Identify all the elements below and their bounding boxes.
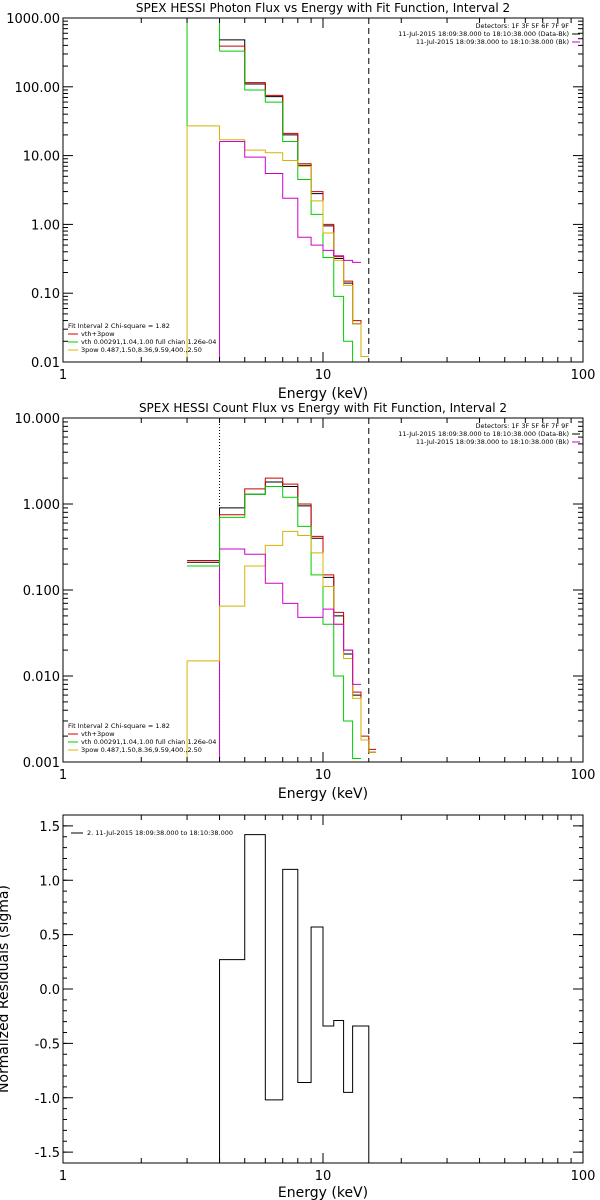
series-bk-line [219,548,361,685]
series-vth-line [219,50,354,362]
y-tick-label: -1.0 [35,1092,60,1107]
series-residual-line [219,834,370,1163]
legend-fit-header: Fit Interval 2 Chi-square = 1.82 [68,322,170,330]
legend-top-entry: 11-Jul-2015 18:09:38.000 to 18:10:38.000… [416,438,569,446]
y-tick-label: 10.00 [23,150,60,165]
chart-title: SPEX HESSI Photon Flux vs Energy with Fi… [136,1,510,15]
series-3pow-line [187,125,369,358]
legend-top-entry: 11-Jul-2015 18:09:38.000 to 18:10:38.000… [416,38,569,46]
y-tick-label: 0.0 [39,983,60,998]
y-tick-label: 0.100 [23,584,60,599]
x-tick-label: 100 [571,1169,596,1184]
legend-residual-entry: 2. 11-Jul-2015 18:09:38.000 to 18:10:38.… [87,829,233,837]
x-tick-label: 1 [59,1169,67,1184]
x-tick-label: 10 [315,768,332,783]
series-vth-3pow-line [187,477,377,750]
legend-fit-header: Fit Interval 2 Chi-square = 1.82 [68,722,170,730]
legend-fit-entry: vth 0.00291,1.04,1.00 full chian 1.26e-0… [81,338,216,346]
legend-fit-entry: vth+3pow [81,330,115,338]
x-tick-label: 100 [571,768,596,783]
x-axis-label: Energy (keV) [278,786,368,802]
plot-area [186,418,377,762]
series-vth-3pow-line [219,45,369,358]
x-tick-label: 10 [315,368,332,383]
chart-title: SPEX HESSI Count Flux vs Energy with Fit… [139,401,507,415]
legend-fit-entry: 3pow 0.487,1.50,8.36,9.59,400.,2.50 [81,346,202,354]
y-tick-label: 1.5 [39,820,60,835]
series-vth-line [187,485,361,759]
y-tick-label: -0.5 [35,1037,60,1052]
y-tick-label: 1.00 [31,218,60,233]
plot-area [186,18,370,362]
y-tick-label: 0.01 [31,356,60,371]
legend-top-entry: 11-Jul-2015 18:09:38.000 to 18:10:38.000… [398,430,569,438]
y-tick-label: 0.001 [23,756,60,771]
y-tick-label: 10.000 [15,412,61,427]
series-data-bk-line [219,39,361,325]
chart-panel-3: 1 10 100 -1.5 -1.0 -0.5 0.0 0.5 1.0 1.5 Energy (ke… [0,814,596,1200]
x-axis-label: Energy (keV) [278,1185,368,1200]
chart-panel-1: SPEX HESSI Photon Flux vs Energy with Fi… [6,1,595,402]
y-tick-label: 0.10 [31,287,60,302]
legend-fit-entry: vth+3pow [81,730,115,738]
x-axis-label: Energy (keV) [278,386,368,402]
series-3pow-line [187,530,377,753]
y-axis-label: Normalized Residuals (sigma) [0,885,12,1093]
series-data-bk-line [187,481,377,753]
legend-top-entry: Detectors: 1F 3F 5F 6F 7F 9F [475,22,569,30]
x-tick-label: 100 [571,368,596,383]
y-tick-label: 0.5 [39,929,60,944]
y-tick-label: 1000.00 [6,12,60,27]
legend-top-entry: 11-Jul-2015 18:09:38.000 to 18:10:38.000… [398,30,569,38]
chart-panel-2: SPEX HESSI Count Flux vs Energy with Fit… [15,401,596,802]
y-tick-label: -1.5 [35,1146,60,1161]
legend-top-entry: Detectors: 1F 3F 5F 6F 7F 9F [475,422,569,430]
x-tick-label: 1 [59,768,67,783]
y-tick-label: 100.00 [15,81,61,96]
x-tick-label: 10 [315,1169,332,1184]
legend-fit-entry: 3pow 0.487,1.50,8.36,9.59,400.,2.50 [81,746,202,754]
y-tick-label: 0.010 [23,670,60,685]
series-bk-line [219,141,361,263]
legend-fit-entry: vth 0.00291,1.04,1.00 full chian 1.26e-0… [81,738,216,746]
plot-frame [62,17,584,363]
y-tick-label: 1.000 [23,498,60,513]
x-tick-label: 1 [59,368,67,383]
plot-area [219,834,370,1163]
y-tick-label: 1.0 [39,874,60,889]
